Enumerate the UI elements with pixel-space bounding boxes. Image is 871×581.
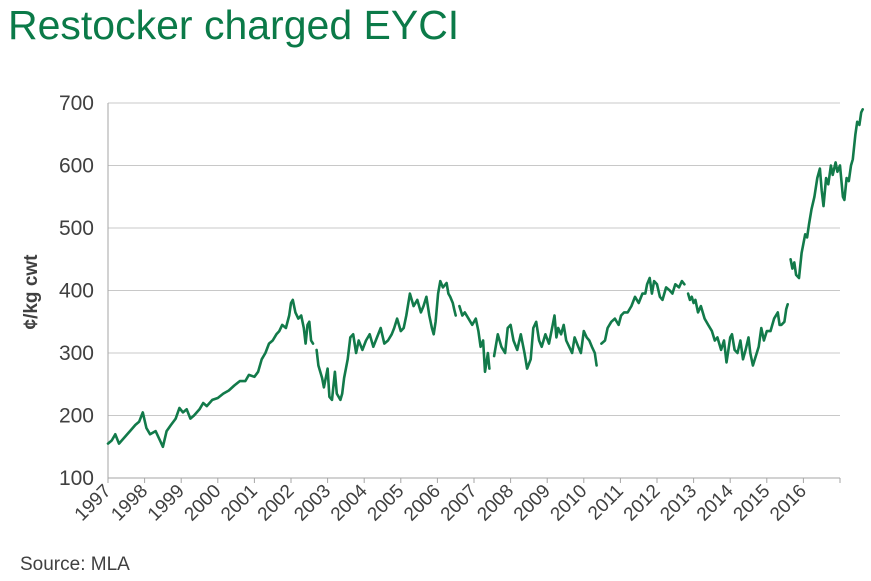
x-tick-label-2012: 2012 [620,481,665,526]
x-tick-label-2015: 2015 [730,481,775,526]
x-tick-label-2004: 2004 [327,480,372,525]
x-tick-label-2002: 2002 [254,481,299,526]
series-line-segment-3 [458,304,491,374]
series-line-segment-2 [315,279,457,402]
y-tick-label-200: 200 [59,405,94,428]
x-tick-label-2014: 2014 [693,480,738,525]
series-line-segment-5 [600,276,686,345]
x-tick-label-2010: 2010 [547,481,592,526]
x-tick-label-2000: 2000 [181,481,226,526]
y-tick-label-700: 700 [59,92,94,115]
x-tick-label-2013: 2013 [656,481,701,526]
x-tick-label-2011: 2011 [584,481,628,525]
series-line-segment-6 [686,292,789,367]
series-line-segment-7 [789,108,864,280]
y-tick-label-500: 500 [59,217,94,240]
series-line-segment-4 [492,314,598,370]
chart-title: Restocker charged EYCI [8,2,460,48]
x-tick-label-2008: 2008 [473,481,518,526]
x-tick-label-2001: 2001 [217,481,262,526]
x-tick-label-1998: 1998 [107,481,152,526]
series-line-segment-1 [106,298,315,449]
x-tick-label-2016: 2016 [766,481,811,526]
x-tick-label-2003: 2003 [290,481,335,526]
x-tick-label-2007: 2007 [437,481,482,526]
x-tick-label-1999: 1999 [144,481,189,526]
x-tick-label-2009: 2009 [510,481,555,526]
y-axis-label: ¢/kg cwt [21,254,42,330]
x-tick-label-2005: 2005 [364,481,409,526]
x-tick-label-2006: 2006 [400,481,445,526]
y-tick-label-600: 600 [59,155,94,178]
source-note: Source: MLA [20,554,130,575]
y-tick-label-100: 100 [59,467,94,490]
y-tick-label-300: 300 [59,342,94,365]
y-tick-label-400: 400 [59,280,94,303]
